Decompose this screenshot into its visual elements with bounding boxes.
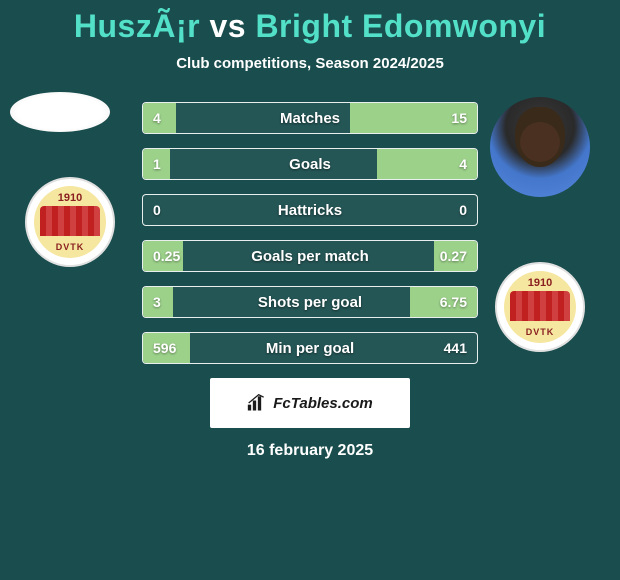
brand-text: FcTables.com <box>273 395 372 412</box>
stats-bars: 415Matches 14Goals 00Hattricks 0.250.27Goal… <box>142 102 478 364</box>
player1-club-badge: 1910 DVTK <box>25 177 115 267</box>
subtitle: Club competitions, Season 2024/2025 <box>0 55 620 72</box>
player1-name: HuszÃ¡r <box>74 8 200 44</box>
stat-row: 14Goals <box>142 148 478 180</box>
comparison-area: 1910 DVTK 1910 DVTK 415Matches 14Goals 00H… <box>0 102 620 460</box>
stat-label: Goals per match <box>143 248 477 265</box>
club-name: DVTK <box>56 242 85 252</box>
player1-avatar <box>10 92 110 132</box>
header: HuszÃ¡r vs Bright Edomwonyi Club competi… <box>0 0 620 72</box>
stat-label: Hattricks <box>143 202 477 219</box>
stat-label: Goals <box>143 156 477 173</box>
page-title: HuszÃ¡r vs Bright Edomwonyi <box>0 8 620 45</box>
club-stripes-icon <box>40 206 100 236</box>
player2-club-badge: 1910 DVTK <box>495 262 585 352</box>
player2-avatar <box>490 97 590 197</box>
club-name: DVTK <box>526 327 555 337</box>
club-year: 1910 <box>58 192 82 204</box>
vs-separator: vs <box>209 8 246 44</box>
stat-row: 0.250.27Goals per match <box>142 240 478 272</box>
date-text: 16 february 2025 <box>0 442 620 460</box>
stat-row: 596441Min per goal <box>142 332 478 364</box>
stat-label: Min per goal <box>143 340 477 357</box>
stat-row: 415Matches <box>142 102 478 134</box>
stat-row: 00Hattricks <box>142 194 478 226</box>
stat-label: Matches <box>143 110 477 127</box>
club-year: 1910 <box>528 277 552 289</box>
club-stripes-icon <box>510 291 570 321</box>
player2-name: Bright Edomwonyi <box>255 8 546 44</box>
stat-label: Shots per goal <box>143 294 477 311</box>
stat-row: 36.75Shots per goal <box>142 286 478 318</box>
chart-icon <box>247 394 267 412</box>
brand-tag: FcTables.com <box>210 378 410 428</box>
